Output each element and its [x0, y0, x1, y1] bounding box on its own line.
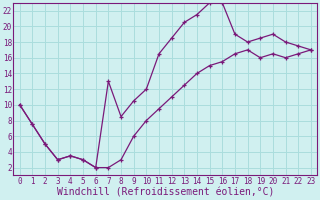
X-axis label: Windchill (Refroidissement éolien,°C): Windchill (Refroidissement éolien,°C)	[57, 187, 274, 197]
